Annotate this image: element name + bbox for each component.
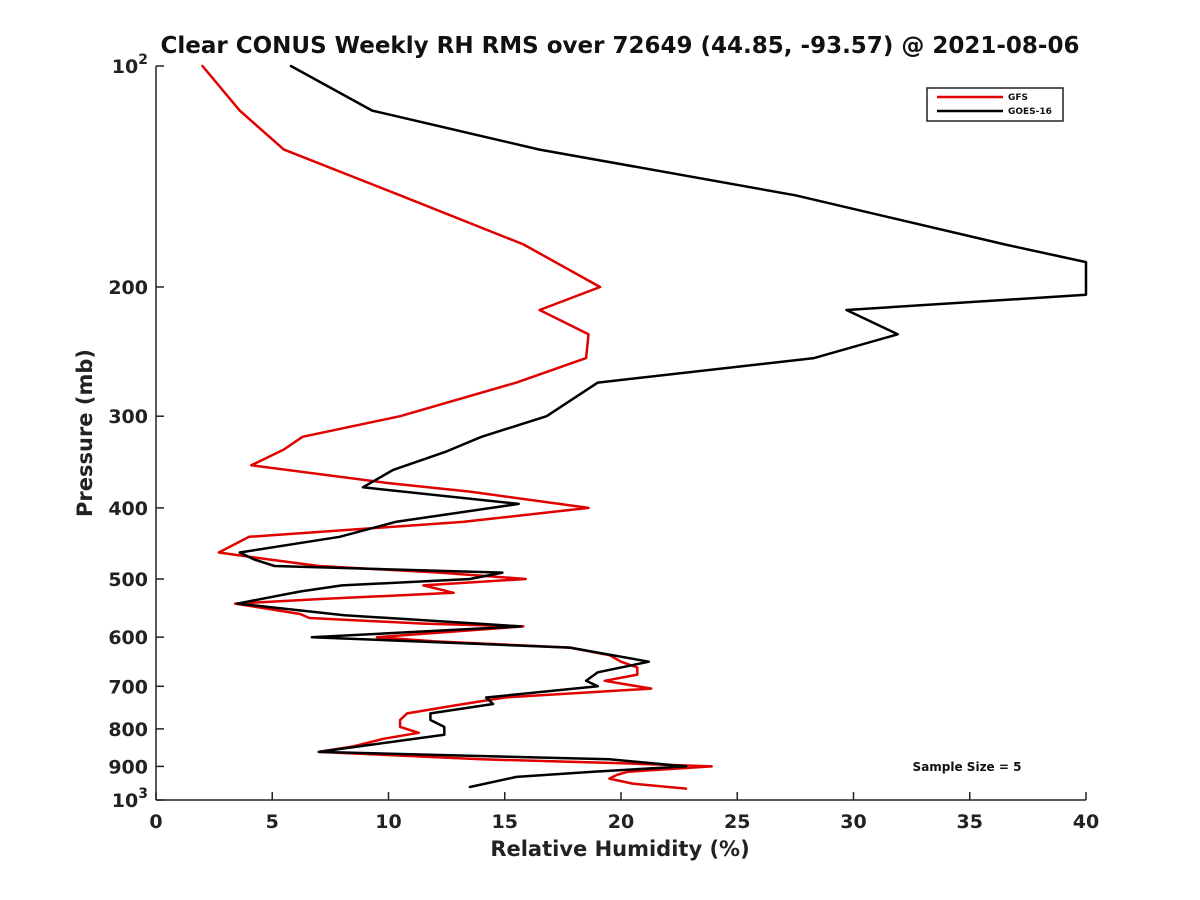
y-tick-label: 103 [112, 786, 148, 812]
y-tick-base: 10 [112, 790, 138, 812]
y-tick-label: 800 [108, 719, 148, 741]
legend-label-gfs: GFS [1008, 93, 1028, 103]
legend-box [926, 87, 1064, 122]
sample-size-annotation: Sample Size = 5 [913, 760, 1022, 774]
y-axis-label: Pressure (mb) [73, 349, 97, 517]
legend: GFS GOES-16 [926, 87, 1064, 122]
y-tick-label: 600 [108, 627, 148, 649]
y-tick-label: 700 [108, 676, 148, 698]
x-tick-label: 25 [724, 811, 750, 833]
series-line-gfs [201, 64, 713, 790]
x-tick-label: 5 [266, 811, 279, 833]
y-tick-label: 900 [108, 756, 148, 778]
y-tick-label: 400 [108, 498, 148, 520]
y-tick-label: 300 [108, 406, 148, 428]
x-axis-label: Relative Humidity (%) [490, 837, 749, 861]
y-tick-base: 10 [112, 56, 138, 78]
series-layer [201, 64, 1088, 790]
chart-title: Clear CONUS Weekly RH RMS over 72649 (44… [161, 33, 1080, 59]
x-tick-label: 30 [840, 811, 866, 833]
y-tick-exponent: 2 [138, 52, 148, 68]
x-tick-label: 35 [957, 811, 983, 833]
x-axis-ticks: 0 5 10 15 20 25 30 35 40 [149, 792, 1099, 833]
y-tick-label: 102 [112, 52, 148, 78]
y-tick-label: 500 [108, 569, 148, 591]
x-tick-label: 20 [608, 811, 634, 833]
x-tick-label: 0 [149, 811, 162, 833]
series-line-goes16 [236, 64, 1088, 789]
x-tick-label: 15 [492, 811, 518, 833]
legend-label-goes16: GOES-16 [1008, 107, 1052, 117]
y-tick-exponent: 3 [138, 786, 148, 802]
y-tick-label: 200 [108, 277, 148, 299]
x-tick-label: 40 [1073, 811, 1099, 833]
x-tick-label: 10 [375, 811, 401, 833]
